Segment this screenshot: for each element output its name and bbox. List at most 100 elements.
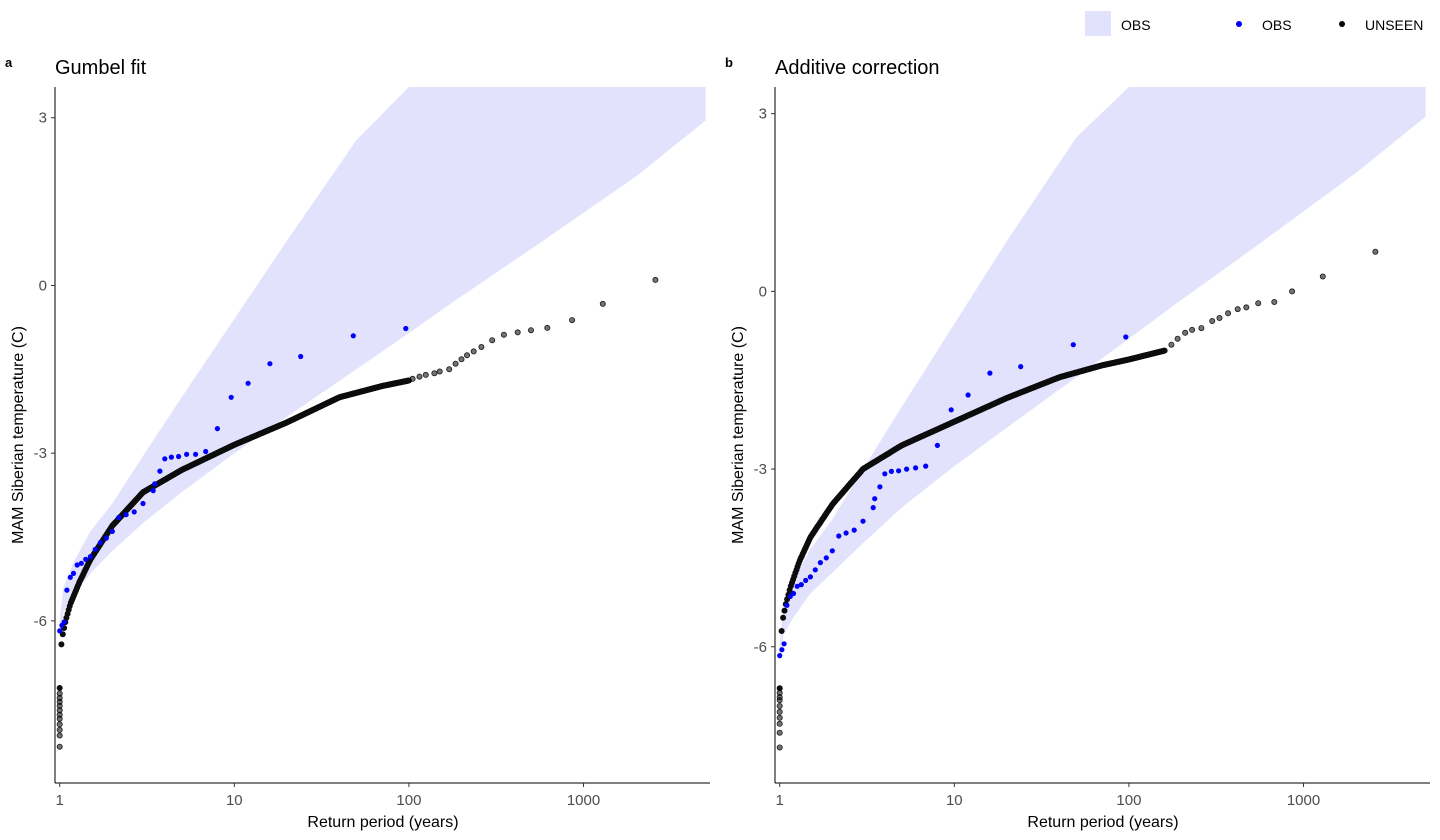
unseen-point-b bbox=[1168, 341, 1175, 348]
unseen-point-a bbox=[514, 329, 521, 336]
x-tick-label-a: 1 bbox=[56, 792, 64, 809]
unseen-point-b bbox=[1216, 314, 1223, 321]
obs-point-b bbox=[1123, 334, 1129, 340]
y-tick-label-a: -3 bbox=[34, 445, 47, 462]
unseen-point-a bbox=[56, 732, 63, 739]
unseen-point-a bbox=[56, 721, 63, 728]
obs-point-a bbox=[403, 325, 409, 332]
unseen-point-a bbox=[446, 366, 453, 373]
obs-point-b bbox=[812, 567, 818, 573]
unseen-point-b bbox=[781, 607, 788, 614]
obs-point-b bbox=[965, 392, 971, 398]
obs-point-b bbox=[888, 468, 895, 474]
obs-point-a bbox=[152, 481, 158, 487]
obs-point-a bbox=[184, 451, 190, 457]
unseen-point-b bbox=[776, 714, 783, 721]
obs-point-b bbox=[829, 548, 835, 554]
legend-key-unseen-point bbox=[1339, 21, 1345, 27]
unseen-point-b bbox=[1189, 326, 1196, 333]
obs-point-b bbox=[1070, 342, 1076, 348]
unseen-point-b bbox=[1182, 329, 1189, 336]
obs-point-b bbox=[896, 468, 902, 474]
unseen-point-a bbox=[652, 276, 659, 283]
unseen-point-b bbox=[1225, 310, 1232, 317]
obs-point-a bbox=[131, 509, 137, 515]
obs-point-b bbox=[948, 407, 954, 413]
unseen-point-b bbox=[776, 708, 783, 715]
obs-point-b bbox=[817, 560, 824, 566]
unseen-point-b bbox=[1255, 300, 1262, 307]
unseen-point-b bbox=[1289, 288, 1296, 295]
obs-point-b bbox=[860, 518, 866, 524]
obs-point-b bbox=[836, 533, 842, 539]
panel-tag-a: a bbox=[5, 55, 13, 70]
unseen-point-b bbox=[776, 690, 783, 697]
unseen-point-b bbox=[776, 744, 783, 751]
legend-label-unseen: UNSEEN bbox=[1365, 17, 1423, 33]
obs-point-b bbox=[798, 582, 804, 588]
obs-point-a bbox=[83, 556, 89, 563]
x-tick-label-a: 100 bbox=[396, 792, 421, 809]
unseen-point-a bbox=[452, 360, 459, 367]
obs-point-a bbox=[245, 380, 251, 386]
obs-point-b bbox=[784, 602, 790, 608]
obs-point-a bbox=[78, 560, 84, 566]
x-tick-label-a: 10 bbox=[226, 792, 243, 809]
unseen-point-a bbox=[56, 685, 63, 691]
obs-point-b bbox=[913, 465, 919, 471]
y-tick-label-b: -6 bbox=[754, 639, 767, 656]
unseen-point-b bbox=[1209, 317, 1216, 324]
unseen-point-a bbox=[544, 324, 551, 331]
obs-point-a bbox=[150, 488, 156, 494]
obs-point-a bbox=[162, 456, 168, 462]
unseen-point-b bbox=[780, 614, 787, 621]
panel-a: a Gumbel fit Return period (years) MAM S… bbox=[5, 55, 710, 831]
unseen-point-a bbox=[478, 343, 485, 350]
obs-point-a bbox=[168, 454, 174, 460]
obs-point-a bbox=[74, 562, 80, 568]
x-tick-label-b: 10 bbox=[946, 792, 963, 809]
y-axis-title-b: MAM Siberian temperature (C) bbox=[730, 326, 747, 544]
obs-point-a bbox=[298, 353, 304, 360]
legend-key-obs-ribbon bbox=[1085, 11, 1111, 36]
unseen-point-b bbox=[1234, 306, 1241, 313]
legend-label-obs-ribbon: OBS bbox=[1121, 17, 1151, 33]
obs-point-a bbox=[203, 448, 209, 455]
obs-point-a bbox=[92, 546, 98, 552]
obs-point-b bbox=[781, 641, 787, 647]
unseen-point-a bbox=[416, 373, 423, 380]
panel-tag-b: b bbox=[725, 55, 733, 70]
obs-point-a bbox=[57, 628, 63, 634]
obs-point-b bbox=[904, 466, 910, 472]
x-tick-label-b: 1000 bbox=[1287, 792, 1320, 809]
panel-b: b Additive correction Return period (yea… bbox=[725, 55, 1430, 831]
y-tick-label-a: 0 bbox=[39, 277, 47, 294]
ribbon-obs-b bbox=[779, 87, 1426, 662]
unseen-point-b bbox=[1372, 248, 1379, 255]
obs-point-b bbox=[790, 590, 797, 597]
obs-point-b bbox=[1018, 364, 1024, 370]
unseen-point-b bbox=[776, 720, 783, 727]
unseen-point-b bbox=[1174, 335, 1181, 342]
obs-point-a bbox=[157, 468, 163, 474]
obs-point-a bbox=[228, 394, 234, 400]
obs-point-b bbox=[803, 577, 809, 584]
obs-point-b bbox=[987, 370, 993, 376]
obs-point-a bbox=[267, 361, 273, 367]
unseen-point-b bbox=[776, 685, 783, 692]
obs-point-b bbox=[870, 505, 876, 511]
obs-point-b bbox=[823, 555, 829, 561]
unseen-point-b bbox=[776, 703, 783, 710]
unseen-point-a bbox=[431, 370, 438, 377]
y-tick-label-b: 3 bbox=[759, 106, 767, 123]
unseen-point-a bbox=[500, 331, 507, 338]
obs-point-a bbox=[214, 426, 220, 432]
y-tick-label-a: 3 bbox=[39, 110, 47, 127]
unseen-point-a bbox=[470, 348, 477, 355]
obs-point-b bbox=[794, 583, 800, 589]
unseen-point-b bbox=[1161, 347, 1168, 354]
panel-title-a: Gumbel fit bbox=[55, 57, 147, 79]
unseen-point-a bbox=[599, 300, 606, 307]
unseen-point-a bbox=[463, 352, 470, 359]
